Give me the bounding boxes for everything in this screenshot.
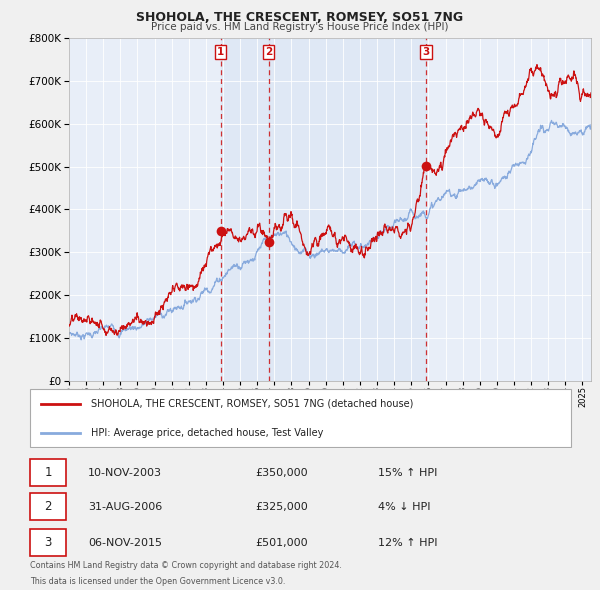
Text: £325,000: £325,000 bbox=[256, 502, 308, 512]
FancyBboxPatch shape bbox=[29, 389, 571, 447]
Text: 10-NOV-2003: 10-NOV-2003 bbox=[88, 468, 162, 477]
Bar bbox=[221, 38, 269, 381]
Text: 2: 2 bbox=[44, 500, 52, 513]
Text: 31-AUG-2006: 31-AUG-2006 bbox=[88, 502, 163, 512]
Text: £501,000: £501,000 bbox=[256, 537, 308, 548]
Text: This data is licensed under the Open Government Licence v3.0.: This data is licensed under the Open Gov… bbox=[29, 577, 285, 586]
Text: SHOHOLA, THE CRESCENT, ROMSEY, SO51 7NG (detached house): SHOHOLA, THE CRESCENT, ROMSEY, SO51 7NG … bbox=[91, 399, 413, 409]
Text: 2: 2 bbox=[265, 47, 272, 57]
Text: 1: 1 bbox=[217, 47, 224, 57]
Text: £350,000: £350,000 bbox=[256, 468, 308, 477]
Text: 06-NOV-2015: 06-NOV-2015 bbox=[88, 537, 162, 548]
Text: 12% ↑ HPI: 12% ↑ HPI bbox=[379, 537, 438, 548]
Text: 3: 3 bbox=[44, 536, 52, 549]
Text: Price paid vs. HM Land Registry's House Price Index (HPI): Price paid vs. HM Land Registry's House … bbox=[151, 22, 449, 32]
Text: HPI: Average price, detached house, Test Valley: HPI: Average price, detached house, Test… bbox=[91, 428, 323, 438]
Text: SHOHOLA, THE CRESCENT, ROMSEY, SO51 7NG: SHOHOLA, THE CRESCENT, ROMSEY, SO51 7NG bbox=[136, 11, 464, 24]
FancyBboxPatch shape bbox=[29, 459, 66, 486]
Text: 3: 3 bbox=[422, 47, 430, 57]
FancyBboxPatch shape bbox=[29, 529, 66, 556]
Bar bbox=[269, 38, 426, 381]
Text: Contains HM Land Registry data © Crown copyright and database right 2024.: Contains HM Land Registry data © Crown c… bbox=[29, 560, 341, 569]
Text: 1: 1 bbox=[44, 466, 52, 479]
FancyBboxPatch shape bbox=[29, 493, 66, 520]
Text: 15% ↑ HPI: 15% ↑ HPI bbox=[379, 468, 438, 477]
Text: 4% ↓ HPI: 4% ↓ HPI bbox=[379, 502, 431, 512]
